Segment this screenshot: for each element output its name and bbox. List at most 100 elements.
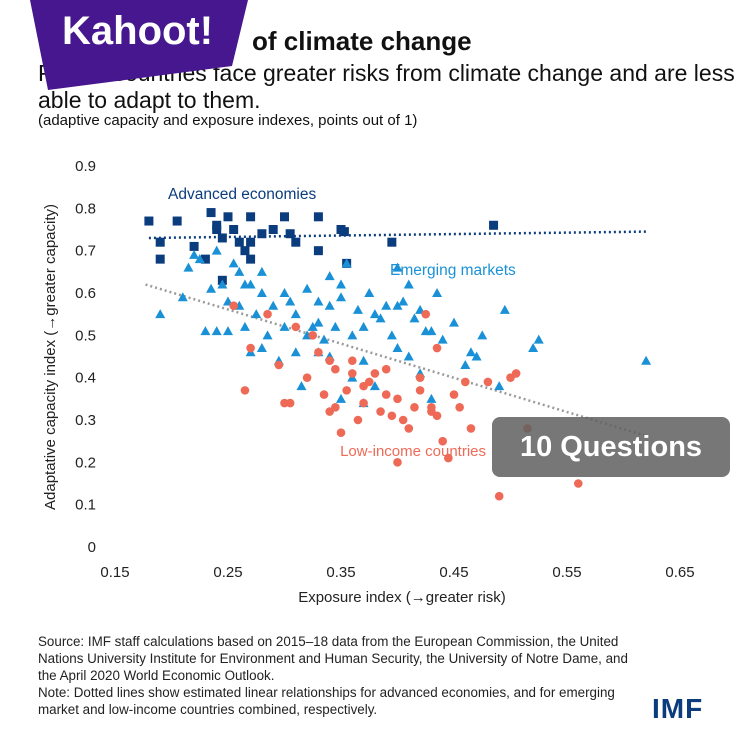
- low-income-point: [331, 364, 340, 374]
- emerging-point: [392, 343, 403, 353]
- emerging-point: [352, 304, 363, 314]
- low-income-point: [410, 403, 419, 412]
- emerging-point: [494, 381, 505, 391]
- y-tick-label: 0.3: [75, 412, 96, 429]
- emerging-point: [194, 254, 205, 264]
- legend-low-income: Low-income countries: [340, 443, 486, 460]
- low-income-point: [393, 458, 402, 467]
- svg-text:Kahoot!: Kahoot!: [62, 9, 213, 53]
- advanced-point: [223, 212, 233, 222]
- low-income-point: [285, 398, 295, 408]
- chart-title: of climate change: [252, 26, 472, 56]
- low-income-point: [461, 377, 470, 387]
- emerging-point: [200, 326, 211, 336]
- low-income-point: [381, 390, 391, 399]
- y-tick-label: 0.7: [75, 243, 96, 260]
- x-tick-label: 0.15: [100, 564, 129, 581]
- advanced-point: [144, 216, 154, 226]
- emerging-point: [336, 279, 346, 289]
- emerging-point: [302, 283, 313, 293]
- y-tick-label: 0.5: [75, 327, 96, 344]
- emerging-point: [268, 300, 279, 310]
- low-income-point: [348, 369, 357, 378]
- advanced-point: [155, 254, 165, 264]
- advanced-point: [200, 254, 210, 264]
- low-income-point: [302, 373, 312, 382]
- emerging-point: [392, 300, 403, 310]
- low-income-point: [364, 377, 374, 387]
- advanced-point: [212, 220, 222, 230]
- low-income-point: [274, 360, 284, 370]
- low-income-point: [308, 331, 318, 340]
- emerging-point: [426, 393, 437, 403]
- low-income-point: [376, 407, 385, 416]
- low-income-point: [444, 453, 453, 463]
- low-income-point: [381, 364, 391, 374]
- emerging-point: [403, 351, 414, 361]
- emerging-point: [313, 317, 324, 327]
- advanced-point: [339, 227, 349, 237]
- advanced-point: [268, 225, 278, 234]
- emerging-point: [228, 258, 239, 268]
- low-income-point: [421, 309, 431, 319]
- legend-advanced: Advanced economies: [168, 186, 316, 203]
- advanced-point: [489, 220, 499, 230]
- emerging-point: [381, 300, 392, 310]
- y-tick-label: 0.2: [75, 454, 96, 471]
- x-tick-label: 0.35: [326, 564, 355, 581]
- advanced-point: [240, 246, 250, 256]
- low-income-point: [314, 347, 323, 357]
- low-income-point: [404, 424, 414, 433]
- emerging-point: [211, 326, 222, 336]
- emerging-point: [234, 266, 245, 276]
- advanced-point: [246, 237, 256, 247]
- low-income-point: [370, 369, 380, 378]
- y-tick-label: 0.6: [75, 285, 96, 302]
- emerging-point: [290, 309, 301, 319]
- emerging-point: [341, 258, 352, 268]
- advanced-point: [206, 208, 216, 218]
- source-text: Source: IMF staff calculations based on …: [38, 634, 628, 683]
- y-tick-label: 0.4: [75, 370, 96, 387]
- emerging-point: [336, 393, 346, 403]
- emerging-point: [432, 288, 443, 297]
- advanced-point: [291, 237, 301, 247]
- emerging-point: [398, 296, 409, 306]
- emerging-point: [375, 313, 386, 323]
- low-income-point: [325, 356, 335, 366]
- emerging-point: [426, 326, 437, 336]
- method-note: Note: Dotted lines show estimated linear…: [38, 685, 615, 717]
- emerging-point: [533, 334, 544, 344]
- advanced-point: [313, 246, 323, 256]
- emerging-point: [477, 330, 488, 340]
- low-income-point: [331, 403, 340, 412]
- emerging-point: [392, 262, 403, 272]
- y-axis-label: Adaptative capacity index (→greater capa…: [42, 204, 59, 510]
- low-income-point: [415, 386, 425, 395]
- emerging-point: [358, 321, 369, 331]
- advanced-point: [257, 229, 267, 239]
- x-tick-label: 0.65: [665, 564, 694, 581]
- low-income-point: [353, 415, 363, 425]
- emerging-point: [386, 330, 397, 340]
- low-income-point: [432, 343, 442, 353]
- low-income-point: [359, 398, 368, 408]
- low-income-point: [387, 411, 397, 421]
- emerging-point: [403, 279, 414, 289]
- emerging-point: [369, 381, 380, 391]
- low-income-point: [483, 377, 493, 387]
- low-income-point: [348, 356, 357, 366]
- emerging-point: [313, 296, 324, 306]
- low-income-point: [336, 428, 346, 438]
- advanced-point: [217, 233, 227, 243]
- advanced-point: [246, 212, 256, 222]
- emerging-point: [449, 317, 459, 327]
- emerging-point: [358, 355, 369, 365]
- advanced-point: [172, 216, 182, 226]
- emerging-point: [217, 279, 228, 289]
- emerging-point: [347, 330, 358, 340]
- emerging-point: [206, 283, 217, 293]
- low-income-point: [427, 403, 436, 412]
- emerging-point: [369, 309, 380, 319]
- emerging-point: [256, 288, 267, 297]
